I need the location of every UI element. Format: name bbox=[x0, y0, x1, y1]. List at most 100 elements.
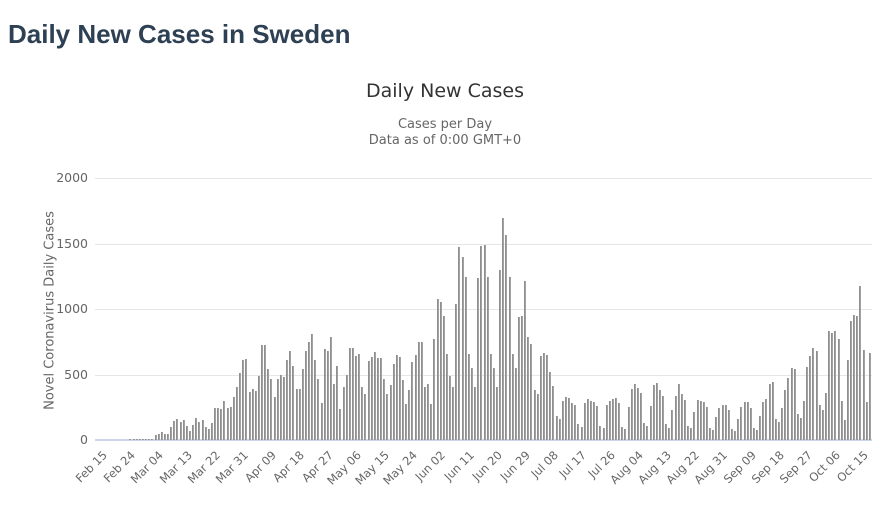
bar-aug-24[interactable] bbox=[693, 412, 696, 440]
bar-may-16[interactable] bbox=[380, 358, 383, 440]
bar-mar-13[interactable] bbox=[179, 422, 182, 440]
bar-jul-10[interactable] bbox=[552, 386, 555, 440]
bar-may-29[interactable] bbox=[420, 342, 423, 440]
bar-mar-21[interactable] bbox=[204, 427, 207, 440]
bar-aug-03[interactable] bbox=[627, 407, 630, 440]
bar-jul-19[interactable] bbox=[580, 427, 583, 440]
bar-mar-01[interactable] bbox=[141, 439, 144, 440]
bar-apr-09[interactable] bbox=[264, 345, 267, 440]
bar-sep-29[interactable] bbox=[806, 367, 809, 440]
bar-aug-13[interactable] bbox=[658, 390, 661, 440]
bar-sep-04[interactable] bbox=[727, 410, 730, 440]
bar-may-07[interactable] bbox=[351, 348, 354, 440]
bar-apr-11[interactable] bbox=[270, 379, 273, 440]
bar-sep-28[interactable] bbox=[803, 401, 806, 440]
bar-jul-23[interactable] bbox=[593, 402, 596, 440]
bar-sep-09[interactable] bbox=[743, 402, 746, 440]
bar-jul-26[interactable] bbox=[602, 428, 605, 440]
bar-jun-12[interactable] bbox=[464, 277, 467, 440]
bar-jun-17[interactable] bbox=[480, 246, 483, 440]
bar-apr-23[interactable] bbox=[308, 342, 311, 440]
bar-aug-12[interactable] bbox=[655, 383, 658, 440]
bar-aug-06[interactable] bbox=[637, 388, 640, 440]
bar-sep-22[interactable] bbox=[784, 390, 787, 440]
bar-mar-28[interactable] bbox=[226, 408, 229, 440]
bar-jun-18[interactable] bbox=[483, 245, 486, 440]
bar-aug-29[interactable] bbox=[709, 428, 712, 440]
bar-apr-01[interactable] bbox=[239, 373, 242, 440]
bar-oct-05[interactable] bbox=[825, 393, 827, 440]
bar-jul-16[interactable] bbox=[571, 403, 574, 440]
bar-sep-10[interactable] bbox=[746, 402, 749, 440]
bar-may-17[interactable] bbox=[383, 379, 386, 440]
bar-sep-18[interactable] bbox=[771, 382, 774, 440]
bar-jun-29[interactable] bbox=[517, 317, 520, 440]
bar-oct-04[interactable] bbox=[821, 410, 824, 440]
bar-may-22[interactable] bbox=[398, 357, 401, 440]
bar-may-05[interactable] bbox=[345, 375, 348, 440]
bar-mar-20[interactable] bbox=[201, 420, 204, 440]
bar-aug-17[interactable] bbox=[671, 410, 674, 440]
bar-apr-25[interactable] bbox=[314, 360, 317, 440]
bar-oct-18[interactable] bbox=[865, 402, 868, 440]
bar-apr-08[interactable] bbox=[261, 345, 264, 440]
bar-sep-24[interactable] bbox=[790, 368, 793, 440]
bar-may-23[interactable] bbox=[402, 380, 405, 440]
bar-sep-02[interactable] bbox=[721, 405, 724, 440]
bar-oct-12[interactable] bbox=[846, 360, 849, 440]
bar-may-27[interactable] bbox=[414, 355, 417, 440]
bar-apr-19[interactable] bbox=[295, 389, 298, 440]
bar-oct-08[interactable] bbox=[834, 331, 837, 440]
bar-aug-09[interactable] bbox=[646, 426, 649, 440]
bar-may-02[interactable] bbox=[336, 366, 339, 440]
bar-apr-30[interactable] bbox=[329, 337, 332, 440]
bar-may-26[interactable] bbox=[411, 362, 414, 440]
bar-mar-12[interactable] bbox=[176, 419, 179, 440]
bar-aug-21[interactable] bbox=[684, 400, 687, 440]
bar-apr-17[interactable] bbox=[289, 351, 292, 440]
bar-mar-31[interactable] bbox=[235, 387, 238, 440]
bar-oct-01[interactable] bbox=[812, 348, 815, 440]
bar-apr-16[interactable] bbox=[286, 360, 289, 440]
bar-mar-19[interactable] bbox=[198, 422, 201, 440]
bar-aug-04[interactable] bbox=[630, 389, 633, 440]
bar-aug-20[interactable] bbox=[680, 394, 683, 440]
bar-mar-22[interactable] bbox=[207, 429, 210, 440]
bar-jul-06[interactable] bbox=[539, 356, 542, 440]
bar-oct-10[interactable] bbox=[840, 401, 843, 440]
bar-mar-24[interactable] bbox=[214, 408, 217, 440]
bar-sep-06[interactable] bbox=[734, 431, 737, 440]
bar-may-03[interactable] bbox=[339, 409, 342, 440]
bar-sep-11[interactable] bbox=[749, 408, 752, 440]
bar-may-25[interactable] bbox=[408, 390, 411, 440]
bar-jun-19[interactable] bbox=[486, 277, 489, 440]
bar-feb-26[interactable] bbox=[129, 439, 132, 440]
bar-aug-01[interactable] bbox=[621, 427, 624, 440]
bar-jun-09[interactable] bbox=[455, 304, 458, 440]
bar-jul-12[interactable] bbox=[558, 419, 561, 440]
bar-apr-13[interactable] bbox=[276, 379, 279, 440]
bar-jul-02[interactable] bbox=[527, 337, 530, 440]
bar-mar-09[interactable] bbox=[167, 434, 170, 440]
bar-jul-18[interactable] bbox=[577, 424, 580, 440]
bar-jul-11[interactable] bbox=[555, 416, 558, 440]
bar-oct-02[interactable] bbox=[815, 351, 818, 440]
bar-may-06[interactable] bbox=[348, 348, 351, 440]
bar-may-12[interactable] bbox=[367, 361, 370, 440]
bar-jun-01[interactable] bbox=[430, 404, 433, 440]
bar-jul-25[interactable] bbox=[599, 426, 602, 440]
bar-mar-26[interactable] bbox=[220, 409, 223, 440]
bar-sep-21[interactable] bbox=[781, 408, 784, 440]
bar-jun-11[interactable] bbox=[461, 257, 464, 440]
bar-sep-20[interactable] bbox=[778, 422, 780, 440]
bar-jul-30[interactable] bbox=[615, 398, 618, 440]
bar-aug-08[interactable] bbox=[643, 423, 646, 440]
bar-jul-14[interactable] bbox=[564, 397, 567, 440]
bar-apr-06[interactable] bbox=[254, 391, 257, 440]
bar-may-11[interactable] bbox=[364, 394, 367, 440]
bar-jun-03[interactable] bbox=[436, 299, 439, 440]
bar-aug-30[interactable] bbox=[712, 430, 715, 440]
bar-oct-16[interactable] bbox=[859, 286, 862, 440]
bar-jun-15[interactable] bbox=[474, 387, 477, 440]
bar-sep-16[interactable] bbox=[765, 399, 768, 440]
